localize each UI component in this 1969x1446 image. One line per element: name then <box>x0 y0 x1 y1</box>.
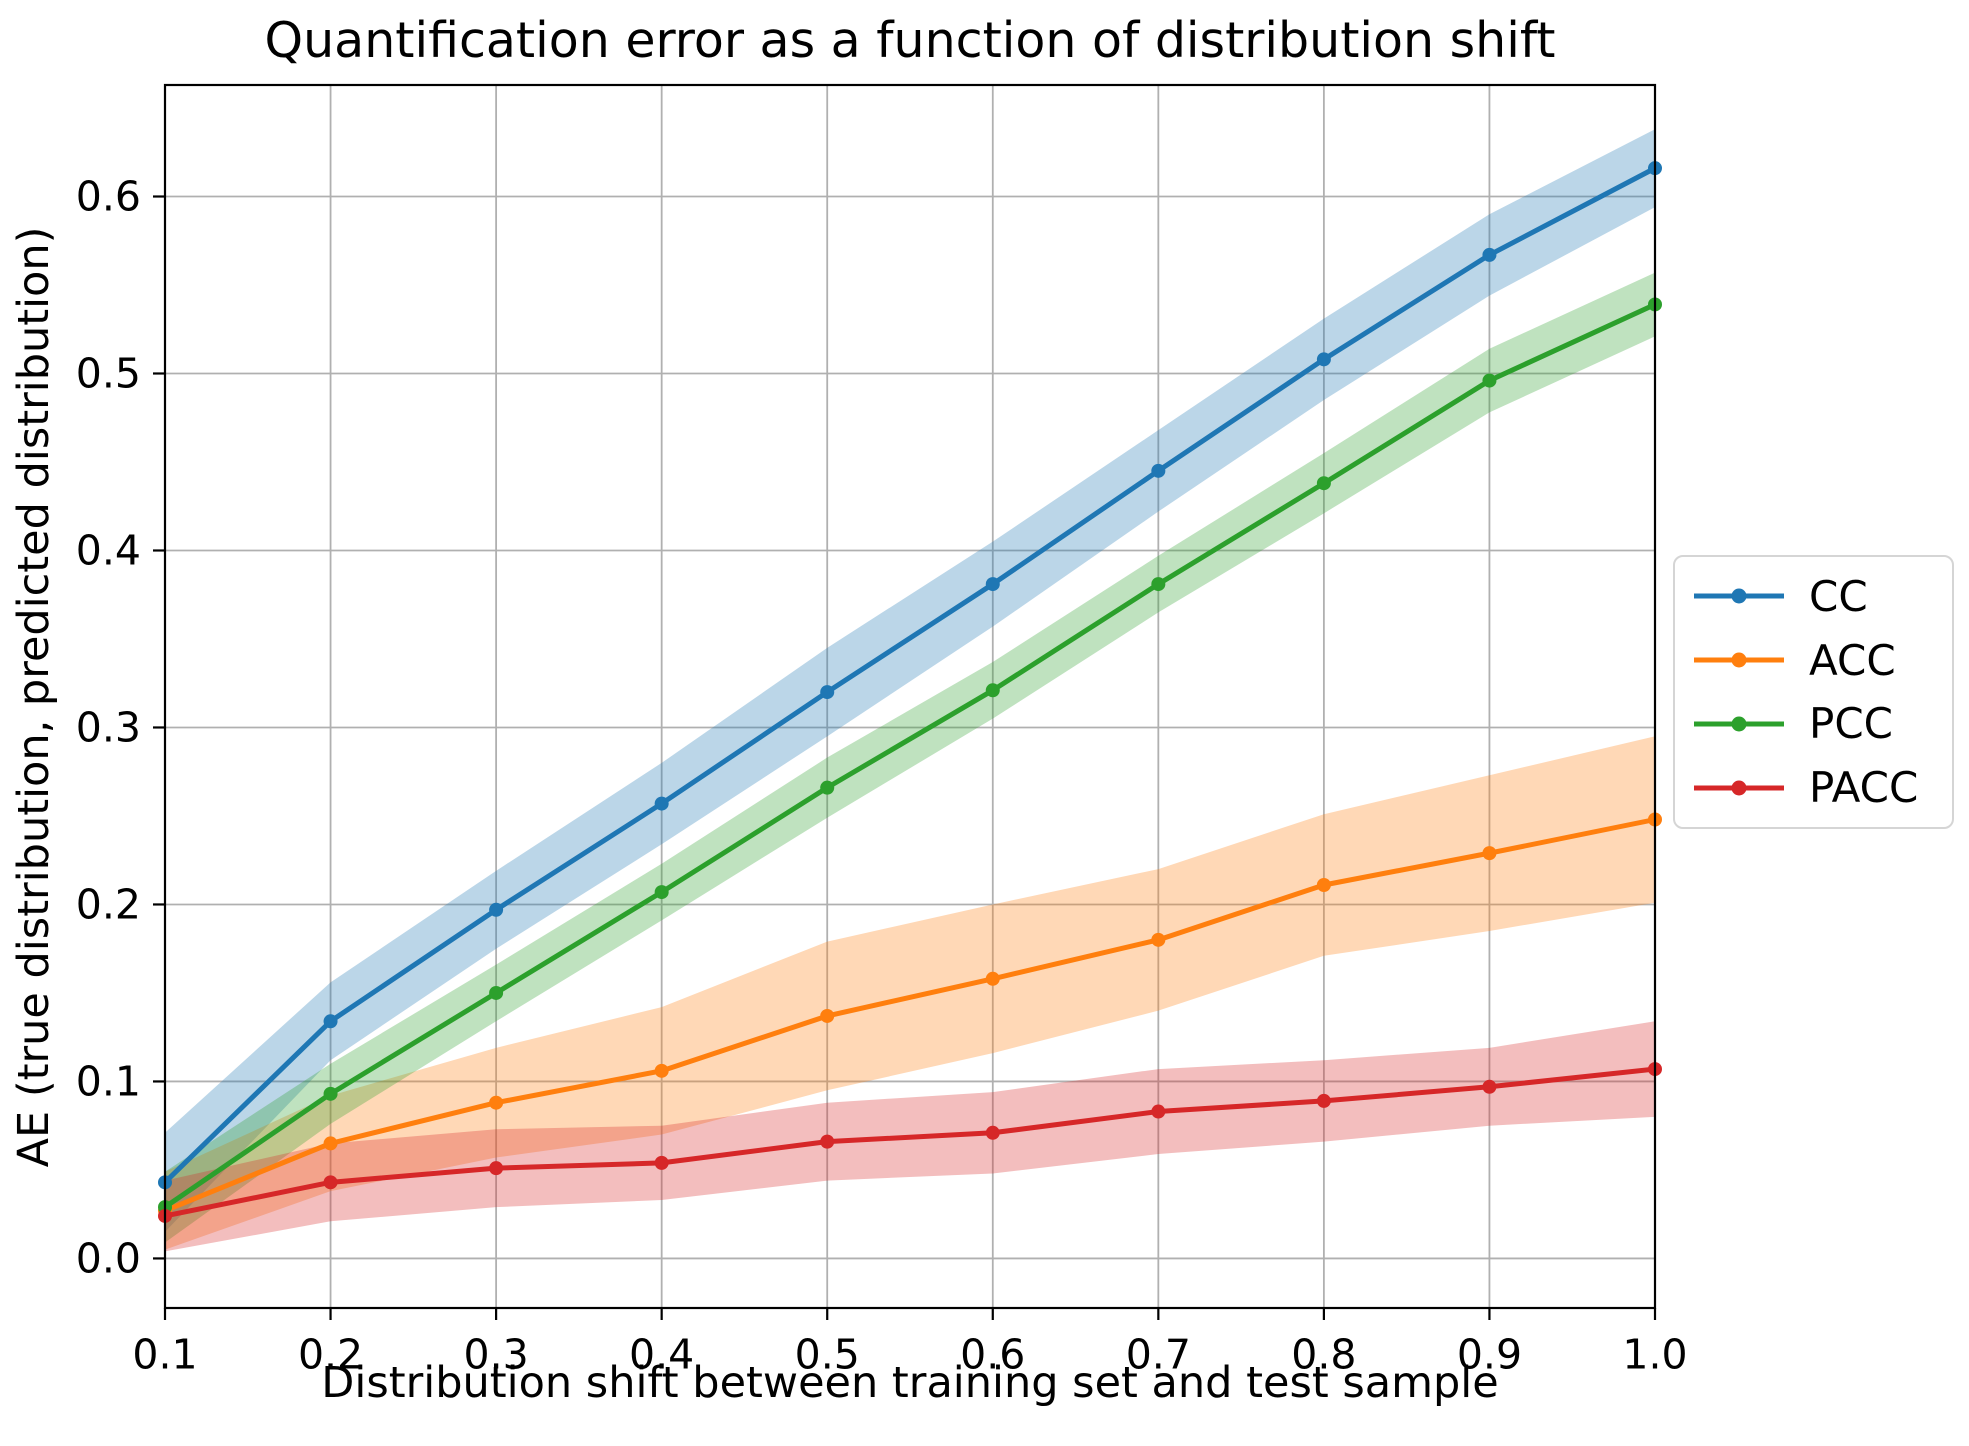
legend-sample-marker <box>1731 716 1747 732</box>
pacc-marker <box>654 1155 669 1170</box>
y-tick-label: 0.2 <box>76 880 141 928</box>
legend-item-pcc: PCC <box>1691 699 1952 748</box>
x-axis-label: Distribution shift between training set … <box>321 1358 1499 1408</box>
legend-sample-marker <box>1731 780 1747 796</box>
y-tick-label: 0.3 <box>76 703 141 751</box>
legend-label: CC <box>1809 571 1868 621</box>
legend-line-sample-icon <box>1694 652 1784 668</box>
cc-marker <box>1316 352 1331 367</box>
pcc-marker <box>489 985 504 1000</box>
x-tick-label: 0.5 <box>795 1330 860 1378</box>
acc-marker <box>985 971 1000 986</box>
acc-marker <box>323 1136 338 1151</box>
legend: CC ACC PCC PACC <box>1673 555 1954 829</box>
x-tick-label: 0.8 <box>1291 1330 1356 1378</box>
legend-item-cc: CC <box>1691 572 1952 621</box>
pcc-marker <box>820 780 835 795</box>
cc-marker <box>985 577 1000 592</box>
pacc-marker <box>1482 1079 1497 1094</box>
acc-marker <box>489 1095 504 1110</box>
cc-line <box>162 165 1658 1185</box>
pcc-marker <box>1151 577 1166 592</box>
pcc-marker <box>1482 373 1497 388</box>
legend-item-acc: ACC <box>1691 636 1952 685</box>
legend-line-sample-icon <box>1694 716 1784 732</box>
pcc-marker <box>323 1086 338 1101</box>
cc-marker <box>489 902 504 917</box>
acc-marker <box>654 1063 669 1078</box>
cc-marker <box>820 685 835 700</box>
acc-marker <box>820 1008 835 1023</box>
pacc-marker <box>489 1161 504 1176</box>
x-tick-label: 0.1 <box>132 1330 197 1378</box>
acc-line <box>162 817 1658 1214</box>
y-tick-label: 0.1 <box>76 1057 141 1105</box>
pacc-line <box>162 1066 1658 1219</box>
x-tick-label: 0.6 <box>960 1330 1025 1378</box>
pcc-marker <box>985 683 1000 698</box>
plot-border <box>163 83 1657 1310</box>
acc-marker <box>1151 932 1166 947</box>
pacc-marker <box>1316 1093 1331 1108</box>
cc-confidence-band <box>165 129 1655 1232</box>
cc-marker <box>1482 247 1497 262</box>
acc-confidence-band <box>165 736 1655 1250</box>
chart-title: Quantification error as a function of di… <box>264 12 1556 69</box>
y-tick-label: 0.0 <box>76 1234 141 1282</box>
cc-marker <box>654 796 669 811</box>
legend-sample-marker <box>1731 652 1747 668</box>
legend-line-sample-icon <box>1694 780 1784 796</box>
x-tick-label: 0.3 <box>464 1330 529 1378</box>
x-tick-label: 1.0 <box>1622 1330 1687 1378</box>
pacc-marker <box>820 1134 835 1149</box>
cc-marker <box>1151 463 1166 478</box>
legend-item-pacc: PACC <box>1691 763 1952 812</box>
legend-label: PACC <box>1809 763 1919 813</box>
pcc-marker <box>1316 476 1331 491</box>
legend-label: ACC <box>1809 635 1896 685</box>
x-tick-label: 0.9 <box>1457 1330 1522 1378</box>
x-tick-label: 0.2 <box>298 1330 363 1378</box>
y-axis-label: AE (true distribution, predicted distrib… <box>9 226 59 1168</box>
acc-marker <box>1482 846 1497 861</box>
legend-sample-marker <box>1731 588 1747 604</box>
legend-line-sample-icon <box>1694 588 1784 604</box>
acc-marker <box>1316 877 1331 892</box>
cc-marker <box>323 1014 338 1029</box>
y-tick-label: 0.4 <box>76 526 141 574</box>
pacc-marker <box>323 1175 338 1190</box>
pacc-marker <box>1151 1104 1166 1119</box>
y-tick-label: 0.6 <box>76 173 141 221</box>
y-tick-label: 0.5 <box>76 349 141 397</box>
x-tick-label: 0.7 <box>1126 1330 1191 1378</box>
pacc-marker <box>985 1125 1000 1140</box>
pcc-line <box>162 301 1658 1210</box>
legend-label: PCC <box>1809 699 1893 749</box>
x-tick-label: 0.4 <box>629 1330 694 1378</box>
pcc-confidence-band <box>165 272 1655 1243</box>
pcc-marker <box>654 885 669 900</box>
